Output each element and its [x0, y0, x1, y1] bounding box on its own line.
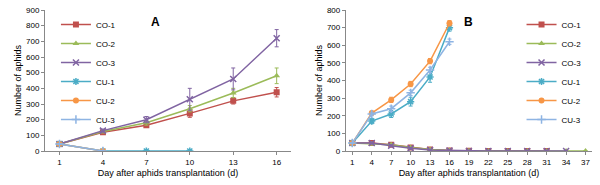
svg-text:34: 34	[562, 158, 571, 167]
svg-text:500: 500	[26, 68, 40, 77]
svg-text:0: 0	[336, 147, 341, 156]
svg-text:A: A	[151, 15, 160, 29]
svg-text:28: 28	[523, 158, 532, 167]
svg-text:B: B	[464, 15, 473, 29]
svg-text:CO-2: CO-2	[96, 40, 116, 49]
svg-text:CO-1: CO-1	[96, 21, 116, 30]
svg-text:CU-3: CU-3	[96, 116, 115, 125]
svg-text:37: 37	[581, 158, 590, 167]
svg-text:7: 7	[389, 158, 394, 167]
svg-text:1: 1	[57, 158, 62, 167]
svg-text:13: 13	[229, 158, 238, 167]
svg-text:600: 600	[26, 53, 40, 62]
svg-text:7: 7	[144, 158, 149, 167]
svg-text:CO-3: CO-3	[96, 59, 116, 68]
svg-text:CO-1: CO-1	[562, 21, 582, 30]
svg-text:22: 22	[484, 158, 493, 167]
svg-text:Day after aphids transplantati: Day after aphids transplantation (d)	[399, 168, 540, 178]
svg-text:500: 500	[327, 59, 341, 68]
svg-text:800: 800	[26, 21, 40, 30]
svg-text:CU-1: CU-1	[96, 78, 115, 87]
svg-text:200: 200	[26, 115, 40, 124]
svg-text:700: 700	[327, 23, 341, 32]
svg-text:16: 16	[272, 158, 281, 167]
svg-text:13: 13	[426, 158, 435, 167]
svg-text:200: 200	[327, 112, 341, 121]
svg-text:10: 10	[406, 158, 415, 167]
svg-text:Number of aphids: Number of aphids	[314, 44, 324, 116]
svg-text:800: 800	[327, 6, 341, 15]
svg-text:CU-2: CU-2	[96, 97, 115, 106]
svg-text:CU-1: CU-1	[562, 78, 581, 87]
svg-text:4: 4	[370, 158, 375, 167]
svg-text:CO-2: CO-2	[562, 40, 582, 49]
svg-text:16: 16	[445, 158, 454, 167]
svg-text:100: 100	[327, 129, 341, 138]
svg-text:Number of aphids: Number of aphids	[13, 44, 23, 116]
svg-text:Day after aphids transplantati: Day after aphids transplantation (d)	[98, 168, 239, 178]
svg-text:31: 31	[542, 158, 551, 167]
svg-text:CU-2: CU-2	[562, 97, 581, 106]
svg-text:300: 300	[26, 100, 40, 109]
svg-text:4: 4	[101, 158, 106, 167]
svg-text:CO-3: CO-3	[562, 59, 582, 68]
svg-text:1: 1	[350, 158, 355, 167]
svg-text:CU-3: CU-3	[562, 116, 581, 125]
svg-text:100: 100	[26, 131, 40, 140]
svg-text:10: 10	[185, 158, 194, 167]
svg-text:300: 300	[327, 94, 341, 103]
svg-text:900: 900	[26, 6, 40, 15]
svg-text:0: 0	[35, 147, 40, 156]
svg-text:700: 700	[26, 37, 40, 46]
svg-text:19: 19	[464, 158, 473, 167]
svg-text:400: 400	[327, 76, 341, 85]
svg-text:400: 400	[26, 84, 40, 93]
svg-text:600: 600	[327, 41, 341, 50]
svg-text:25: 25	[503, 158, 512, 167]
